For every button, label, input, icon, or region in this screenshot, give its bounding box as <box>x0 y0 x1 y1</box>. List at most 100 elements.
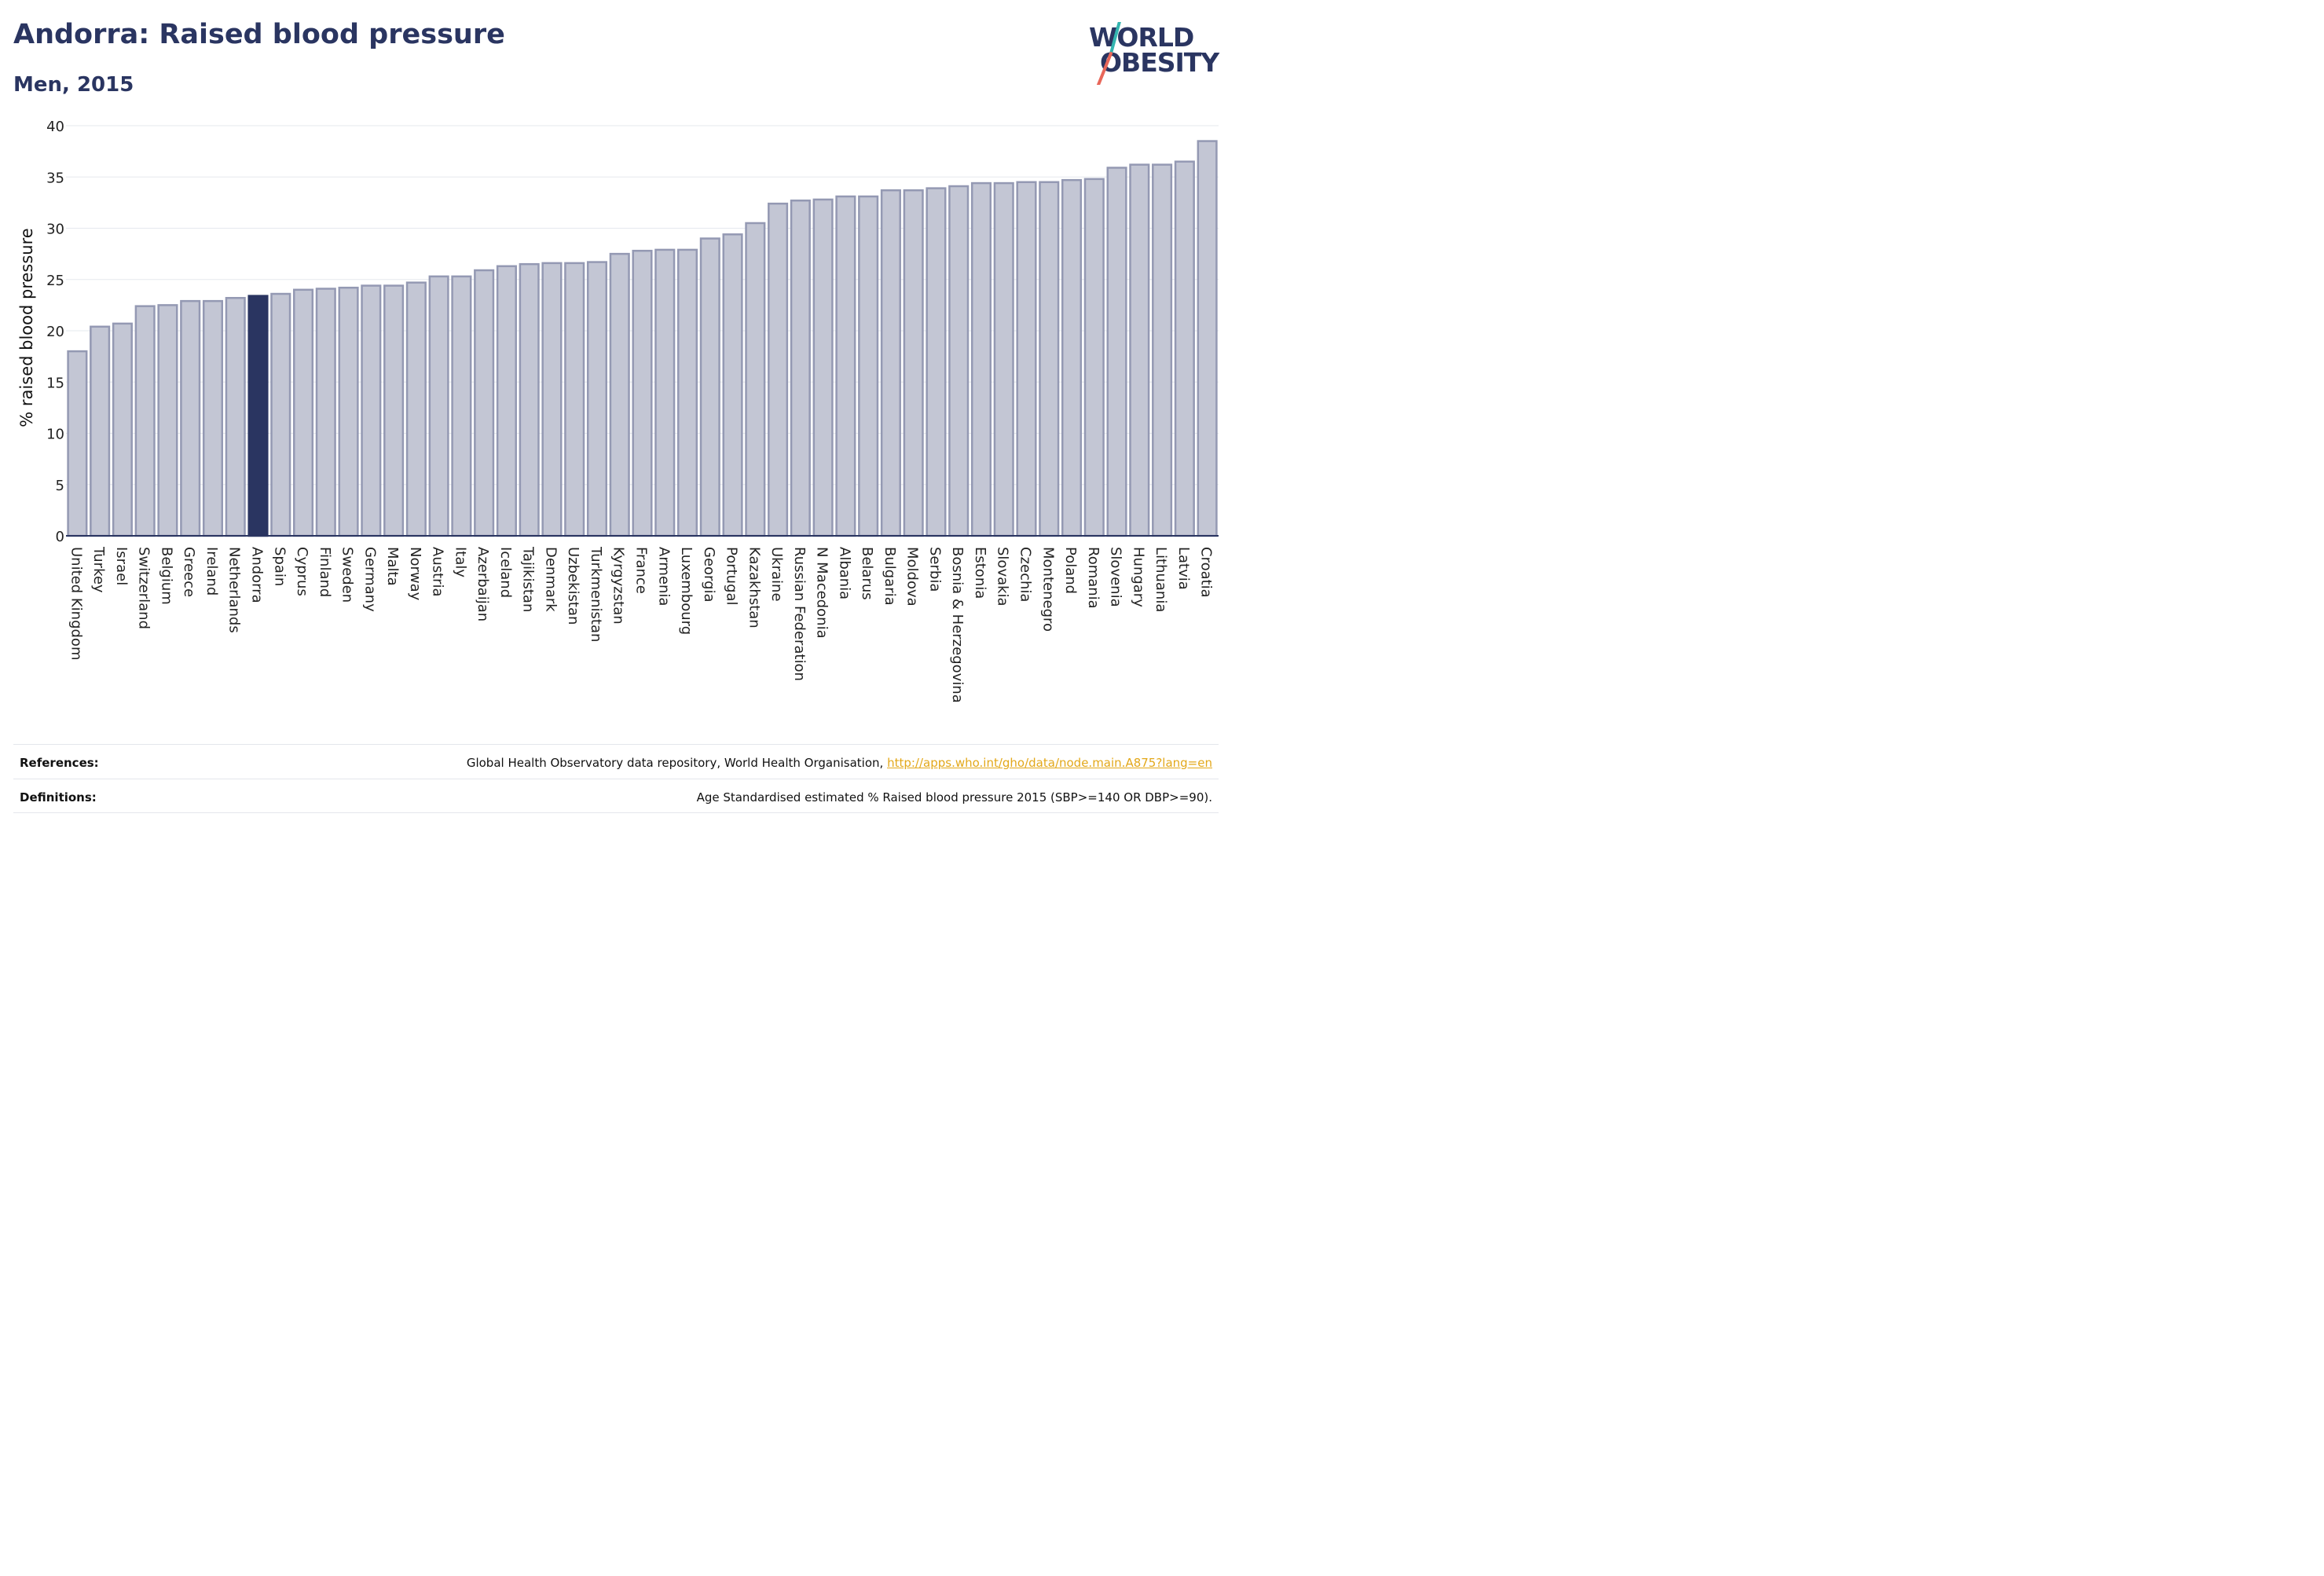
bar-kyrgyzstan <box>609 252 630 537</box>
bar-estonia <box>970 181 992 537</box>
bar-turkey <box>90 325 111 537</box>
y-tick-label: 10 <box>46 427 64 443</box>
x-tick-label: Croatia <box>1198 547 1215 598</box>
bar-sweden <box>338 286 359 537</box>
x-tick-label: Serbia <box>926 547 943 592</box>
x-tick-label: Tajikistan <box>520 546 537 612</box>
y-tick-label: 30 <box>46 222 64 238</box>
definitions-label: Definitions: <box>20 790 97 804</box>
bar-cyprus <box>292 288 314 537</box>
x-tick-label: Cyprus <box>294 547 310 596</box>
bar-russian-federation <box>790 200 811 537</box>
footer-divider-top <box>13 744 1219 745</box>
bar-ireland <box>202 299 224 537</box>
x-tick-label: Hungary <box>1130 547 1146 607</box>
x-tick-label: Estonia <box>972 547 988 599</box>
x-tick-label: Netherlands <box>226 547 243 633</box>
bar-germany <box>361 284 382 537</box>
bar-tajikistan <box>519 262 540 537</box>
bar-romania <box>1083 178 1105 537</box>
bar-n-macedonia <box>812 198 834 537</box>
x-tick-label: Slovenia <box>1108 547 1124 607</box>
bars <box>67 140 1218 537</box>
bar-spain <box>270 292 291 537</box>
x-tick-label: Lithuania <box>1153 547 1169 612</box>
x-tick-label: Czechia <box>1017 547 1034 602</box>
bar-andorra <box>247 295 269 537</box>
x-tick-label: Latvia <box>1175 547 1192 590</box>
footer-divider-bottom <box>13 812 1219 813</box>
bar-bulgaria <box>880 189 901 537</box>
bar-luxembourg <box>676 248 698 537</box>
x-tick-label: Switzerland <box>136 547 152 629</box>
bar-serbia <box>926 187 947 537</box>
y-tick-label: 5 <box>56 478 64 494</box>
x-tick-label: Iceland <box>497 547 514 598</box>
x-tick-label: Bulgaria <box>882 547 898 606</box>
x-tick-label: United Kingdom <box>68 547 84 660</box>
world-obesity-logo: WORLD OBESITY <box>1087 22 1221 85</box>
bar-armenia <box>654 248 676 537</box>
x-tick-label: Turkey <box>90 546 107 593</box>
bar-turkmenistan <box>586 261 608 537</box>
x-tick-label: Sweden <box>339 547 356 603</box>
y-tick-labels: 0 5 10 15 20 25 30 35 40 <box>46 119 64 545</box>
x-tick-label: Turkmenistan <box>588 546 604 642</box>
references-text: Global Health Observatory data repositor… <box>467 756 1212 770</box>
x-tick-label: Ireland <box>203 547 220 596</box>
x-tick-label: Austria <box>430 547 446 597</box>
bar-portugal <box>722 233 743 537</box>
x-tick-label: Kyrgyzstan <box>610 547 627 625</box>
y-tick-label: 0 <box>56 529 64 545</box>
bar-belgium <box>157 304 178 537</box>
bar-malta <box>383 284 405 537</box>
y-tick-label: 15 <box>46 375 64 391</box>
y-tick-label: 40 <box>46 119 64 135</box>
x-tick-label: Finland <box>317 547 333 597</box>
x-tick-label: Uzbekistan <box>565 547 581 625</box>
bar-poland <box>1061 178 1083 537</box>
bar-norway <box>405 281 427 537</box>
x-tick-label: Belarus <box>859 547 875 600</box>
bar-georgia <box>699 237 720 537</box>
x-tick-label: Norway <box>407 547 423 601</box>
x-tick-label: Luxembourg <box>678 547 695 635</box>
y-tick-label: 25 <box>46 273 64 289</box>
x-tick-label: Portugal <box>724 547 740 606</box>
x-tick-label: Azerbaijan <box>475 547 491 621</box>
x-tick-label: Malta <box>384 547 401 586</box>
y-tick-label: 35 <box>46 170 64 186</box>
x-tick-label: Bosnia & Herzegovina <box>949 547 966 703</box>
x-tick-label: Belgium <box>158 547 174 605</box>
references-label: References: <box>20 756 99 770</box>
bar-moldova <box>903 189 924 537</box>
bar-montenegro <box>1039 181 1060 537</box>
x-tick-labels: United Kingdom Turkey Israel Switzerland Bel… <box>68 546 1214 703</box>
x-tick-label: Armenia <box>655 547 672 606</box>
bar-albania <box>835 195 856 537</box>
logo-word-world: WORLD <box>1089 22 1194 53</box>
bar-uzbekistan <box>564 262 585 537</box>
bar-israel <box>112 322 133 537</box>
x-tick-label: Andorra <box>249 547 266 603</box>
y-tick-label: 20 <box>46 324 64 340</box>
x-tick-label: Greece <box>181 547 197 597</box>
bar-united-kingdom <box>67 350 88 537</box>
y-axis-label: % raised blood pressure <box>17 228 36 427</box>
bar-greece <box>180 299 201 537</box>
bar-france <box>632 249 653 537</box>
x-tick-label: Germany <box>361 547 378 612</box>
x-tick-label: Kazakhstan <box>746 547 762 629</box>
bar-italy <box>451 275 472 537</box>
chart-title: Andorra: Raised blood pressure <box>13 19 505 50</box>
logo-word-obesity: OBESITY <box>1100 47 1219 78</box>
bar-slovenia <box>1106 167 1127 537</box>
bar-slovakia <box>993 181 1014 537</box>
x-tick-label: Ukraine <box>768 547 785 602</box>
references-link[interactable]: http://apps.who.int/gho/data/node.main.A… <box>887 756 1212 770</box>
bar-hungary <box>1129 163 1150 537</box>
bar-bosnia-herzegovina <box>948 185 970 537</box>
x-tick-label: Moldova <box>904 547 921 607</box>
x-tick-label: Poland <box>1062 547 1079 594</box>
references-source: Global Health Observatory data repositor… <box>466 756 884 770</box>
